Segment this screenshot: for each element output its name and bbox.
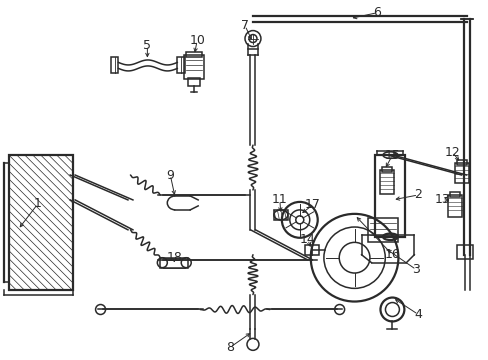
- Bar: [188, 78, 200, 86]
- Bar: [9, 155, 73, 289]
- Text: 11: 11: [271, 193, 287, 206]
- Bar: [449, 192, 459, 197]
- Bar: [177, 58, 185, 73]
- Text: 2: 2: [413, 188, 422, 202]
- Bar: [380, 170, 394, 194]
- Bar: [184, 55, 203, 80]
- Text: 12: 12: [444, 145, 459, 159]
- Text: 18: 18: [166, 251, 182, 264]
- Bar: [110, 58, 118, 73]
- Text: 8: 8: [225, 341, 234, 354]
- Text: 3: 3: [411, 263, 419, 276]
- Bar: [382, 167, 392, 172]
- Text: 14: 14: [299, 233, 315, 246]
- Bar: [447, 195, 461, 217]
- Bar: [456, 245, 472, 259]
- Text: 13: 13: [433, 193, 449, 206]
- Bar: [454, 163, 468, 183]
- Text: 5: 5: [143, 39, 151, 52]
- Text: 17: 17: [304, 198, 320, 211]
- Text: 10: 10: [189, 34, 204, 47]
- Bar: [273, 210, 287, 220]
- Text: 1: 1: [34, 197, 41, 210]
- Bar: [367, 218, 398, 242]
- Text: 15: 15: [384, 149, 400, 162]
- Bar: [160, 258, 188, 268]
- Bar: [186, 53, 202, 58]
- Bar: [375, 155, 405, 237]
- Bar: [456, 160, 466, 165]
- Text: 4: 4: [413, 308, 422, 321]
- Bar: [304, 245, 318, 255]
- Text: 6: 6: [373, 6, 381, 19]
- Text: 7: 7: [241, 19, 248, 32]
- Text: 9: 9: [166, 168, 174, 181]
- Text: 16: 16: [384, 248, 400, 261]
